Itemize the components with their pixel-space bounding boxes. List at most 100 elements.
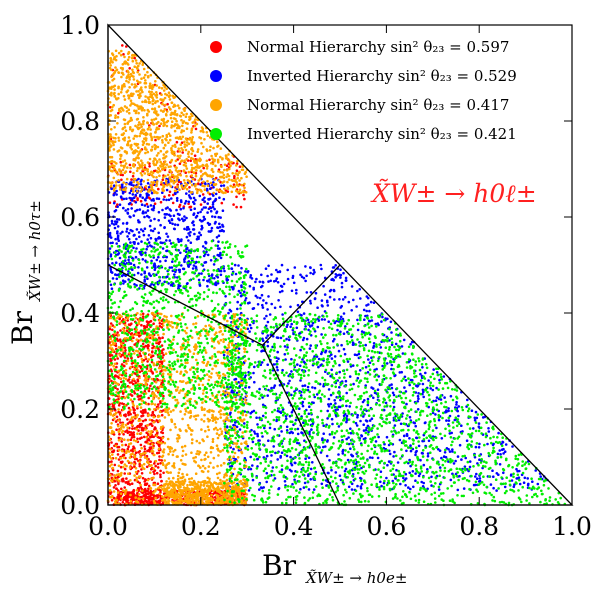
data-point	[158, 124, 161, 128]
data-point	[184, 453, 188, 456]
data-point	[120, 49, 123, 53]
data-point	[437, 488, 441, 491]
data-point	[414, 479, 417, 483]
data-point	[133, 83, 137, 86]
data-point	[140, 77, 143, 80]
data-point	[141, 168, 145, 171]
data-point	[114, 49, 118, 53]
data-point	[291, 276, 295, 280]
data-point	[169, 471, 172, 474]
data-point	[135, 142, 138, 146]
data-point	[248, 284, 252, 288]
data-point	[192, 141, 196, 144]
data-point	[275, 277, 279, 280]
data-point	[212, 263, 216, 266]
data-point	[130, 181, 133, 184]
data-point	[123, 55, 126, 59]
data-point	[152, 175, 155, 179]
data-point	[216, 159, 220, 163]
data-point	[151, 354, 155, 358]
data-point	[110, 287, 114, 291]
data-point	[135, 476, 138, 480]
data-point	[517, 476, 521, 480]
data-point	[111, 164, 114, 167]
data-point	[203, 453, 207, 457]
data-point	[122, 433, 125, 436]
data-point	[388, 452, 392, 456]
data-point	[129, 241, 132, 244]
data-point	[118, 256, 122, 260]
data-point	[139, 354, 143, 358]
data-point	[148, 224, 152, 228]
data-point	[216, 281, 220, 285]
data-point	[193, 202, 196, 205]
data-point	[147, 369, 151, 373]
data-point	[276, 281, 280, 284]
data-point	[178, 391, 181, 395]
data-point	[183, 215, 186, 218]
data-point	[260, 361, 264, 364]
data-point	[146, 347, 150, 350]
data-point	[120, 153, 123, 157]
data-point	[385, 435, 389, 439]
data-point	[141, 476, 145, 480]
data-point	[155, 429, 159, 433]
data-point	[120, 380, 123, 384]
data-point	[112, 486, 116, 489]
data-point	[417, 474, 421, 478]
data-point	[225, 164, 229, 167]
data-point	[136, 378, 139, 382]
data-point	[258, 280, 262, 284]
data-point	[188, 234, 192, 237]
data-point	[159, 366, 163, 370]
data-point	[211, 157, 214, 160]
data-point	[435, 426, 438, 430]
data-point	[295, 292, 298, 295]
data-point	[183, 260, 186, 264]
data-point	[212, 191, 215, 195]
data-point	[185, 247, 188, 251]
data-point	[214, 220, 217, 224]
data-point	[151, 145, 154, 149]
data-point	[132, 196, 136, 199]
data-point	[343, 295, 347, 299]
data-point	[180, 184, 183, 187]
data-point	[235, 172, 238, 175]
data-point	[316, 306, 319, 310]
data-point	[142, 141, 146, 145]
data-point	[113, 480, 117, 483]
data-point	[249, 326, 253, 330]
data-point	[113, 126, 116, 129]
data-point	[157, 499, 161, 503]
data-point	[368, 419, 372, 422]
data-point	[144, 81, 148, 85]
data-point	[215, 188, 219, 191]
data-point	[333, 399, 337, 402]
data-point	[302, 486, 306, 489]
data-point	[205, 131, 209, 134]
data-point	[290, 289, 294, 293]
data-point	[151, 350, 154, 354]
data-point	[210, 226, 214, 230]
data-point	[117, 136, 120, 140]
data-point	[138, 62, 141, 65]
data-point	[360, 330, 364, 333]
data-point	[219, 155, 222, 159]
data-point	[179, 410, 182, 413]
data-point	[108, 231, 112, 235]
data-point	[265, 471, 269, 475]
data-point	[115, 273, 119, 277]
data-point	[338, 363, 341, 367]
data-point	[260, 350, 263, 353]
data-point	[477, 446, 481, 449]
data-point	[279, 305, 282, 309]
data-point	[167, 141, 170, 144]
data-point	[170, 283, 174, 287]
data-point	[190, 131, 193, 134]
data-point	[128, 381, 132, 384]
data-point	[223, 168, 226, 172]
data-point	[191, 166, 194, 170]
data-point	[187, 264, 190, 268]
data-point	[138, 96, 141, 100]
data-point	[224, 154, 228, 157]
